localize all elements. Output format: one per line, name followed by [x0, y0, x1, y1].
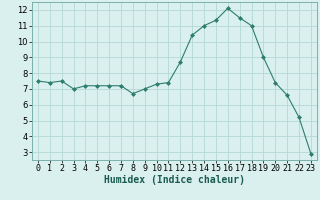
X-axis label: Humidex (Indice chaleur): Humidex (Indice chaleur) — [104, 175, 245, 185]
